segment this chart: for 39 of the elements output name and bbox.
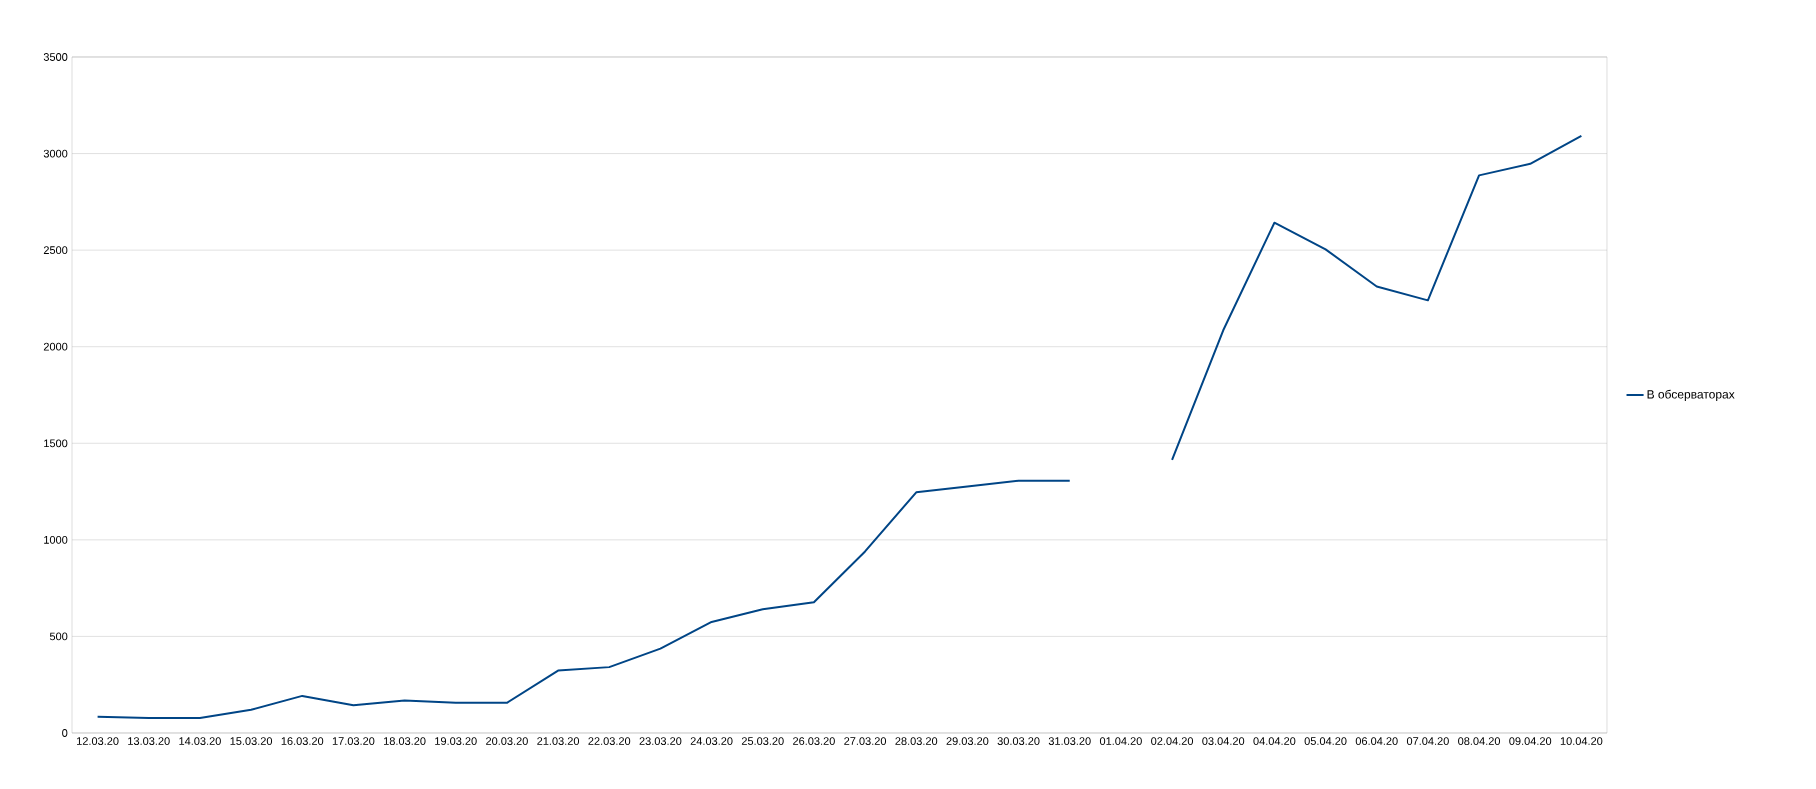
x-tick-label: 15.03.20 — [230, 737, 273, 745]
x-tick-label: 08.04.20 — [1458, 737, 1501, 745]
x-tick-label: 17.03.20 — [332, 737, 375, 745]
x-tick-label: 03.04.20 — [1202, 737, 1245, 745]
x-tick-label: 31.03.20 — [1048, 737, 1091, 745]
x-tick-label: 01.04.20 — [1099, 737, 1142, 745]
x-tick-label: 24.03.20 — [690, 737, 733, 745]
x-tick-label: 12.03.20 — [77, 737, 119, 745]
x-tick-label: 09.04.20 — [1509, 737, 1552, 745]
x-tick-label: 28.03.20 — [895, 737, 938, 745]
y-tick-label: 500 — [49, 632, 68, 641]
x-tick-label: 30.03.20 — [997, 737, 1040, 745]
y-tick-label: 2000 — [43, 342, 68, 351]
y-tick-label: 3000 — [43, 149, 68, 158]
x-tick-label: 20.03.20 — [486, 737, 528, 745]
y-tick-label: 2500 — [43, 246, 68, 255]
x-tick-label: 23.03.20 — [639, 737, 682, 745]
y-tick-label: 3500 — [43, 53, 68, 61]
y-tick-label: 0 — [62, 729, 68, 737]
x-tick-label: 19.03.20 — [435, 737, 477, 745]
x-tick-label: 18.03.20 — [384, 737, 426, 745]
x-tick-label: 27.03.20 — [844, 737, 887, 745]
x-tick-label: 13.03.20 — [128, 737, 170, 745]
x-tick-label: 16.03.20 — [281, 737, 324, 745]
x-tick-label: 25.03.20 — [741, 737, 784, 745]
y-tick-label: 1000 — [44, 535, 68, 544]
y-tick-label: 1500 — [44, 439, 68, 448]
x-tick-label: 06.04.20 — [1355, 737, 1398, 745]
x-tick-label: 04.04.20 — [1253, 737, 1296, 745]
x-tick-label: 02.04.20 — [1151, 737, 1194, 745]
x-tick-label: 26.03.20 — [793, 737, 835, 745]
x-tick-label: 22.03.20 — [588, 737, 631, 745]
x-tick-label: 05.04.20 — [1304, 737, 1347, 745]
x-tick-label: 14.03.20 — [179, 737, 221, 745]
x-tick-label: 07.04.20 — [1406, 737, 1449, 745]
legend-label: В обсерваторах — [1647, 389, 1735, 401]
x-tick-label: 29.03.20 — [946, 737, 989, 745]
x-tick-label: 21.03.20 — [537, 737, 580, 745]
x-tick-label: 10.04.20 — [1560, 737, 1603, 745]
